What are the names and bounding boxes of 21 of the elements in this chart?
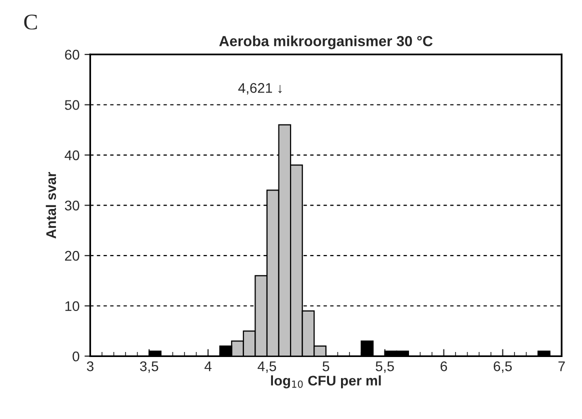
annotation: 4,621 ↓	[238, 83, 282, 95]
y-axis-title: Antal svar	[46, 172, 56, 239]
x-tick-label: 7	[558, 362, 565, 372]
x-tick-label: 6,5	[494, 361, 512, 373]
x-axis-title: log$_{10}$ CFU per ml	[271, 375, 381, 388]
x-tick-label: 4	[204, 362, 212, 372]
y-tick-label: 40	[64, 150, 80, 160]
y-tick-label: 0	[72, 351, 80, 362]
y-tick-label: 50	[64, 100, 80, 110]
chart-title: Aeroba mikroorganismer 30 °C	[219, 36, 433, 50]
x-tick-label: 3	[86, 361, 94, 372]
y-tick-label: 20	[65, 250, 80, 261]
y-tick-label: 60	[65, 50, 80, 60]
x-tick-label: 6	[440, 361, 448, 372]
x-tick-label: 5	[322, 362, 330, 372]
text: C	[24, 14, 37, 30]
y-tick-label: 30	[64, 200, 80, 210]
x-tick-label: 5,5	[376, 362, 394, 373]
x-tick-label: 3,5	[140, 361, 158, 373]
y-tick-label: 10	[65, 301, 80, 312]
x-tick-label: 4,5	[258, 362, 276, 373]
